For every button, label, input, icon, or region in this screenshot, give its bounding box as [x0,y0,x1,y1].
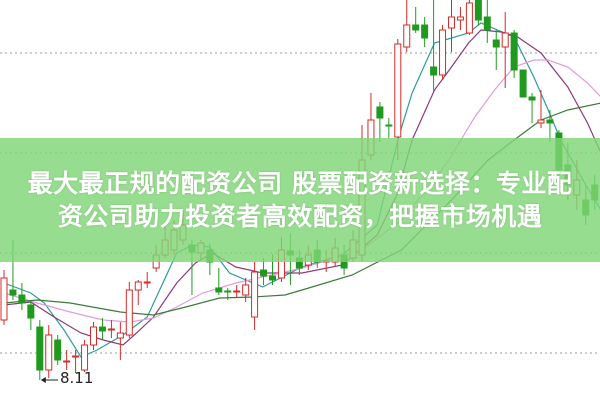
candle [215,268,223,295]
low-arrow-head-icon [40,377,46,383]
candle-body [125,289,133,336]
candle-body [519,69,527,98]
candle-body [81,344,89,371]
candle-body [394,43,402,138]
candle-body [528,96,536,101]
title-line-1: 最大最正规的配资公司 股票配资新选择：专业配 [27,169,573,198]
candle-body [0,277,8,321]
candle-body [537,119,545,124]
candle-body [430,66,438,76]
candle [18,283,26,310]
moving-average-line [3,102,600,316]
candle [98,318,106,340]
candle-body [474,0,482,21]
candle [251,262,259,330]
candle [116,322,124,360]
candle-body [501,32,509,48]
candle [528,93,536,123]
candle [63,350,71,370]
low-price-label: 8.11 [60,369,94,387]
candle-body [412,24,420,31]
candle [403,0,411,52]
candle-body [143,281,151,284]
candle-body [27,304,35,319]
candle-body [134,281,142,291]
candle [45,325,53,378]
candle-body [63,360,71,363]
candle [143,272,151,288]
candle-body [546,119,554,124]
candle-body [483,16,491,31]
candle-body [18,294,26,304]
candle [465,0,473,35]
candle-body [116,332,124,339]
candle [537,90,545,128]
candle-body [215,287,223,293]
candle-body [45,334,53,371]
candle [421,17,429,47]
candle-body [9,289,17,296]
candle [90,322,97,350]
candle [54,335,62,365]
candle-body [269,275,276,281]
candle-body [224,290,232,293]
candle [0,270,8,325]
candle [474,0,482,25]
candle [260,258,268,285]
candle-body [260,269,268,277]
candle-body [251,271,259,318]
candle-body [385,124,393,127]
candle-body [492,39,500,48]
candle-body [72,355,80,358]
candle [492,30,500,70]
candle [456,7,464,30]
candle-body [242,284,250,296]
candle [107,320,115,338]
candle [385,118,393,138]
candle-body [421,24,429,39]
candle [224,288,232,300]
candle-body [98,326,106,332]
candle [501,12,509,88]
candle [242,278,250,302]
candle-body [376,106,384,119]
candle-body [36,326,44,371]
candle [376,102,384,142]
candle-body [90,326,97,346]
candle-body [439,29,447,76]
candle-body [54,339,62,361]
candle [233,285,241,298]
candle [483,0,491,43]
candle-body [510,32,518,71]
candle [448,0,455,52]
candle [36,320,44,380]
candle-body [107,328,115,331]
candle [125,282,133,338]
candle [412,7,420,33]
moving-average-line [3,29,600,346]
candle [134,280,142,305]
title-banner: 最大最正规的配资公司 股票配资新选择：专业配 资公司助力投资者高效配资，把握市场… [0,138,600,262]
candle [510,30,518,78]
candle-body [403,24,411,48]
candle-body [233,290,241,293]
candle-body [465,2,473,34]
candle-body [448,16,455,29]
candle [519,69,527,98]
candle-body [456,16,464,21]
candle [81,340,89,372]
candle [430,0,438,92]
title-line-2: 资公司助力投资者高效配资，把握市场机遇 [57,202,543,231]
candle [439,25,447,80]
candle [72,350,80,373]
candle [27,300,35,330]
